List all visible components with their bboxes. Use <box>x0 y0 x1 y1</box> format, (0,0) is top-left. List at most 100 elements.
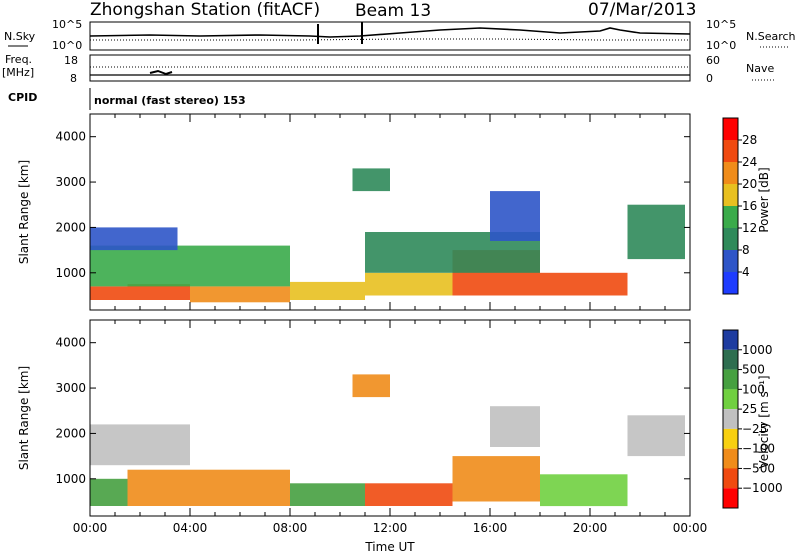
power-ytick-label: 3000 <box>55 175 86 189</box>
velocity-patch <box>290 483 365 506</box>
velocity-xtick-label: 04:00 <box>173 521 208 535</box>
power-ticks: 1000 2000 3000 4000 <box>55 114 691 310</box>
velocity-ytick-label: 1000 <box>55 472 86 486</box>
velocity-xtick-label: 00:00 <box>73 521 108 535</box>
velocity-colorbar-tick-label: −1000 <box>742 481 783 495</box>
velocity-xtick-label: 08:00 <box>273 521 308 535</box>
power-colorbar-tick-label: 24 <box>742 155 757 169</box>
velocity-ytick-label: 3000 <box>55 381 86 395</box>
velocity-patch <box>90 424 190 466</box>
velocity-patch <box>127 469 290 506</box>
power-colorbar-swatch <box>723 228 738 250</box>
nsearch-label: N.Search <box>746 30 796 43</box>
velocity-colorbar-swatch <box>723 330 738 350</box>
nsky-tick-bottom: 10^0 <box>52 39 82 52</box>
nsky-trace <box>89 27 691 38</box>
velocity-colorbar-tick-label: −100 <box>742 442 775 456</box>
beam-label: Beam 13 <box>355 1 431 21</box>
velocity-ticks: 1000 2000 3000 4000 00:00 04:00 08:00 12:00 16:0… <box>55 320 707 535</box>
velocity-colorbar-swatch <box>723 488 738 508</box>
velocity-colorbar-tick-label: 100 <box>742 382 765 396</box>
velocity-patch <box>90 478 128 506</box>
power-patches <box>90 168 685 303</box>
freq-blip <box>149 69 173 76</box>
power-colorbar-tick-label: 8 <box>742 243 750 257</box>
velocity-ytick-label: 2000 <box>55 426 86 440</box>
power-patch <box>127 284 190 300</box>
power-patch <box>352 168 390 192</box>
velocity-patches <box>90 374 685 507</box>
velocity-patch <box>452 456 540 502</box>
velocity-patch <box>490 406 540 447</box>
power-panel: 1000 2000 3000 4000 Slant Range [km] 4 8 12 16… <box>17 113 771 311</box>
power-ytick-label: 4000 <box>55 130 86 144</box>
velocity-colorbar-swatch <box>723 468 738 489</box>
nsky-panel: N.Sky 10^5 10^0 10^5 10^0 N.Search <box>4 18 796 52</box>
velocity-colorbar-swatch <box>723 389 738 410</box>
freq-tick-bottom: 8 <box>70 72 77 85</box>
velocity-xtick-label: 00:00 <box>673 521 708 535</box>
power-colorbar-tick-label: 16 <box>742 199 757 213</box>
freq-tick-top: 18 <box>64 54 78 67</box>
power-patch <box>365 272 453 296</box>
power-patch <box>90 245 290 287</box>
cpid-panel: CPID normal (fast stereo) 153 <box>8 88 246 110</box>
power-colorbar-tick-label: 12 <box>742 221 757 235</box>
power-patch <box>540 272 628 296</box>
power-colorbar-swatch <box>723 184 738 206</box>
power-patch <box>90 286 128 300</box>
power-patch <box>627 204 685 260</box>
velocity-ytick-label: 4000 <box>55 336 86 350</box>
velocity-colorbar-swatch <box>723 409 738 429</box>
power-patch <box>90 227 178 251</box>
power-colorbar-swatch <box>723 162 738 184</box>
nave-tick-bottom: 0 <box>706 72 713 85</box>
velocity-colorbar-tick-label: −25 <box>742 422 767 436</box>
velocity-colorbar: 1000 500 100 25 −25 −100 −500 −1000 <box>722 329 783 509</box>
velocity-colorbar-swatch <box>723 349 738 370</box>
freq-label: Freq. <box>5 53 32 66</box>
cpid-label: CPID <box>8 91 37 104</box>
power-patch <box>190 286 290 303</box>
power-colorbar-tick-label: 28 <box>742 133 757 147</box>
velocity-xtick-label: 12:00 <box>373 521 408 535</box>
velocity-colorbar-swatch <box>723 448 738 469</box>
velocity-colorbar-tick-label: −500 <box>742 461 775 475</box>
nave-label: Nave <box>746 62 774 75</box>
nsky-tick-top: 10^5 <box>52 18 82 31</box>
nsearch-trace <box>90 38 690 41</box>
velocity-xtick-label: 20:00 <box>573 521 608 535</box>
velocity-ylabel: Slant Range [km] <box>17 366 31 470</box>
velocity-colorbar-frame <box>722 329 739 509</box>
velocity-colorbar-swatch <box>723 428 738 449</box>
power-ylabel: Slant Range [km] <box>17 160 31 264</box>
power-colorbar-swatch <box>723 140 738 162</box>
freq-frame <box>89 54 691 82</box>
velocity-patch <box>627 415 685 457</box>
velocity-xtick-label: 16:00 <box>473 521 508 535</box>
power-colorbar: 4 8 12 16 20 24 28 <box>722 117 757 295</box>
station-title: Zhongshan Station (fitACF) <box>90 0 320 20</box>
velocity-colorbar-tick-label: 25 <box>742 402 757 416</box>
power-colorbar-tick-label: 4 <box>742 265 750 279</box>
power-colorbar-tick-label: 20 <box>742 177 757 191</box>
power-colorbar-swatch <box>723 206 738 228</box>
nsearch-tick-top: 10^5 <box>706 18 736 31</box>
freq-unit: [MHz] <box>2 66 34 79</box>
power-ytick-label: 2000 <box>55 220 86 234</box>
velocity-patch <box>540 474 628 507</box>
velocity-patch <box>352 374 390 398</box>
nave-tick-top: 60 <box>706 54 720 67</box>
velocity-colorbar-swatch <box>723 369 738 390</box>
time-axis-label: Time UT <box>364 540 415 554</box>
nsky-label: N.Sky <box>4 30 36 43</box>
velocity-colorbar-tick-label: 500 <box>742 363 765 377</box>
power-colorbar-swatch <box>723 272 738 294</box>
power-colorbar-label: Power [dB] <box>757 167 771 232</box>
velocity-panel: 1000 2000 3000 4000 00:00 04:00 08:00 12:00 16:0… <box>17 319 783 554</box>
power-patch <box>490 191 540 241</box>
velocity-colorbar-label: Velocity [m s⁻¹] <box>757 375 771 468</box>
velocity-colorbar-tick-label: 1000 <box>742 343 773 357</box>
power-ytick-label: 1000 <box>55 266 86 280</box>
cpid-mode: normal (fast stereo) 153 <box>94 94 246 107</box>
